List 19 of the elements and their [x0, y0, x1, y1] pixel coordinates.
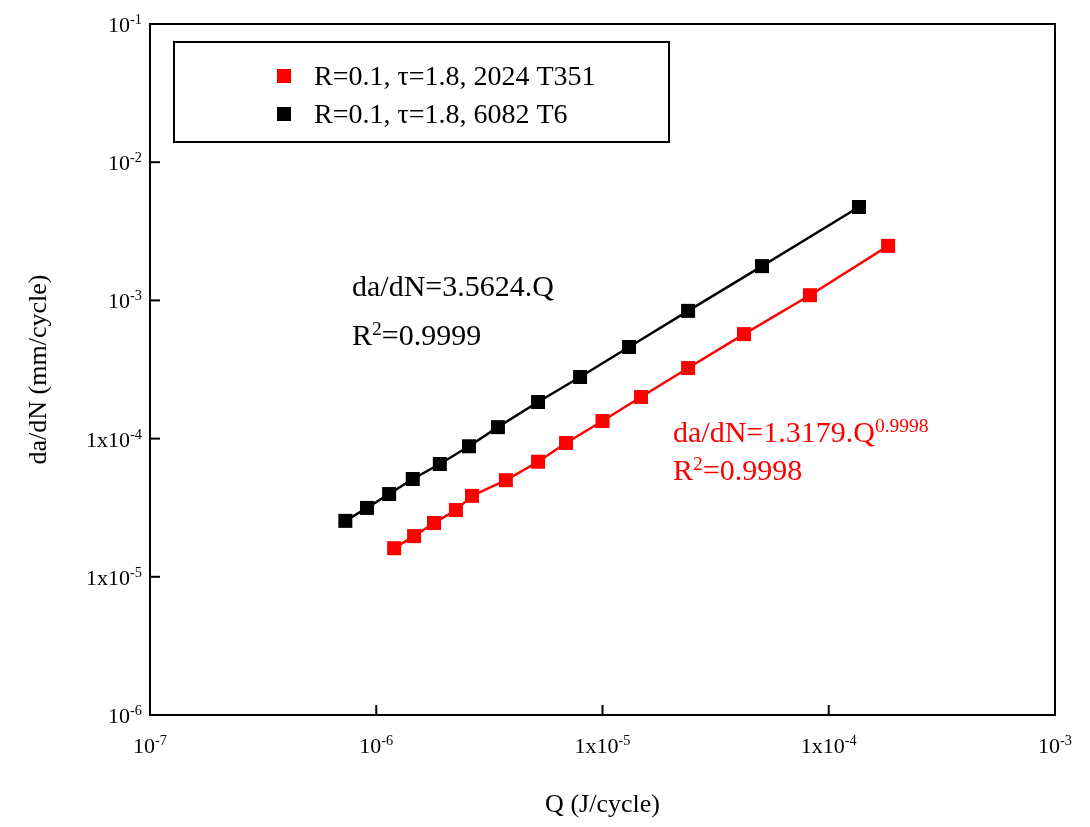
- y-tick-label: 10$^{-1}$: [108, 11, 142, 37]
- x-tick-label: 10$^{-6}$: [359, 732, 394, 758]
- x-axis-title: Q (J/cycle): [545, 789, 660, 818]
- annotation: R$^{2}$=0.9999: [352, 317, 482, 351]
- x-tick-label: 10$^{-7}$: [133, 732, 167, 758]
- annotation: da/dN=1.3179.Q$^{0.9998}$: [673, 414, 929, 448]
- x-tick-label: 1x10$^{-4}$: [800, 732, 857, 758]
- y-tick-label: 1x10$^{-5}$: [86, 563, 142, 590]
- y-tick-label: 10$^{-3}$: [108, 287, 142, 314]
- y-axis-title: da/dN (mm/cycle): [23, 274, 52, 465]
- y-tick-label: 1x10$^{-4}$: [86, 425, 142, 452]
- y-tick-label: 10$^{-6}$: [108, 702, 142, 728]
- annotation: R$^{2}$=0.9998: [673, 452, 803, 486]
- y-tick-label: 10$^{-2}$: [108, 149, 142, 176]
- x-tick-label: 1x10$^{-5}$: [574, 732, 631, 758]
- annotation: da/dN=3.5624.Q: [352, 269, 555, 302]
- legend-label: R=0.1, τ=1.8, 2024 T351: [314, 60, 596, 91]
- x-tick-label: 10$^{-3}$: [1038, 732, 1072, 758]
- legend-label: R=0.1, τ=1.8, 6082 T6: [314, 98, 568, 129]
